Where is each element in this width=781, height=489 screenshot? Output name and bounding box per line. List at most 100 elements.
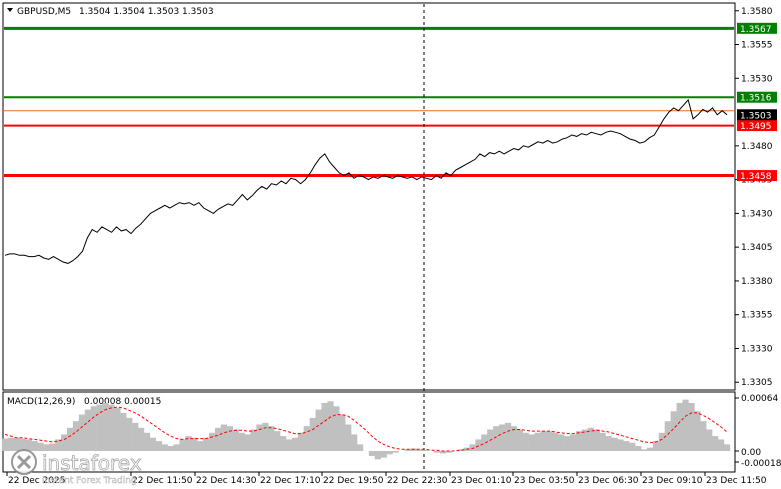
macd-bar [694, 411, 701, 451]
macd-bar [25, 439, 32, 451]
level-tags: 1.3567 1.3516 1.3495 1.3458 [737, 22, 777, 182]
macd-label: MACD(12,26,9) [7, 397, 75, 407]
price-axis: 1.35801.35551.35301.34801.34551.34301.34… [735, 7, 773, 388]
watermark-tagline: Instant Forex Trading [42, 476, 137, 486]
time-label-1: 22 Dec 11:50 [132, 476, 193, 486]
macd-bar [658, 432, 666, 451]
macd-bar [309, 417, 316, 451]
time-label-10: 23 Dec 11:50 [706, 476, 767, 486]
macd-bar [244, 434, 251, 451]
macd-bar [575, 431, 583, 451]
macd-bar [635, 446, 642, 451]
time-label-6: 23 Dec 01:10 [451, 476, 512, 486]
macd-bar [191, 437, 198, 451]
macd-bar [13, 437, 20, 451]
macd-bar [587, 427, 594, 451]
dropdown-triangle-icon[interactable] [7, 8, 13, 12]
macd-bar [552, 432, 559, 451]
macd-bar [120, 412, 127, 451]
macd-bar [629, 442, 636, 451]
macd-bar [611, 437, 618, 451]
level-tag-box-green-upper [737, 22, 777, 34]
time-label-7: 23 Dec 03:50 [514, 476, 575, 486]
macd-bar [49, 443, 56, 451]
macd-bar [108, 404, 115, 451]
macd-histogram [1, 399, 731, 460]
macd-bar [688, 402, 695, 451]
macd-bar [250, 429, 257, 451]
price-tick-label-0: 1.3580 [741, 7, 773, 17]
macd-axis-bottom: -0.00018 [741, 459, 781, 469]
macd-bar [138, 427, 145, 451]
level-tag-box-green-lower [737, 91, 777, 103]
macd-bar [132, 422, 139, 451]
macd-bar [220, 424, 228, 451]
main-plot-frame[interactable] [2, 2, 736, 391]
macd-bar [345, 424, 352, 451]
macd-bar [149, 437, 157, 451]
price-tick-label-2: 1.3530 [741, 74, 773, 84]
macd-bar [641, 449, 648, 451]
macd-bar [102, 402, 109, 451]
macd-bar [55, 439, 62, 451]
level-tag-red-lower: 1.3458 [740, 172, 772, 182]
level-tag-green-upper: 1.3567 [740, 25, 772, 35]
macd-bar [516, 429, 523, 451]
macd-bar [522, 432, 529, 451]
macd-bar [652, 441, 660, 451]
macd-bar [570, 434, 577, 451]
current-price-tag: 1.3503 [737, 109, 777, 121]
price-tick-label-9: 1.3330 [741, 344, 773, 354]
price-tick-label-8: 1.3355 [741, 311, 773, 321]
macd-bar [593, 429, 600, 451]
macd-bar [356, 444, 364, 451]
macd-bar [469, 444, 476, 451]
macd-bar [617, 439, 624, 451]
macd-bar [238, 432, 245, 451]
price-tick-label-3: 1.3480 [741, 142, 773, 152]
macd-bar [19, 438, 26, 451]
macd-bar [510, 426, 518, 451]
macd-bar [280, 436, 287, 451]
ohlc-values: 1.3504 1.3504 1.3503 1.3503 [79, 7, 214, 17]
macd-bar [291, 437, 299, 451]
macd-bar [179, 439, 186, 451]
macd-bar [315, 409, 322, 451]
macd-bar [581, 429, 589, 451]
macd-bar [670, 411, 677, 451]
symbol-label: GBPUSD,M5 [17, 7, 71, 17]
macd-bar [528, 434, 535, 451]
macd-bar [664, 421, 671, 451]
macd-bar [706, 429, 713, 451]
macd-bar [646, 447, 654, 451]
macd-bar [416, 449, 423, 451]
macd-bar [155, 441, 162, 451]
macd-bar [327, 401, 334, 451]
macd-bar [66, 427, 74, 451]
current-price-box [737, 109, 777, 121]
logo-cross-icon [16, 454, 32, 470]
macd-bar [481, 434, 488, 451]
macd-bar [333, 406, 340, 451]
macd-bar [43, 444, 50, 451]
current-price-value: 1.3503 [740, 111, 772, 121]
macd-bar [682, 399, 689, 451]
macd-bar [546, 431, 553, 451]
macd-bar [1, 438, 9, 451]
levels-layer [4, 26, 734, 178]
watermark: instaforex Instant Forex Trading [11, 449, 142, 486]
macd-bar [226, 426, 233, 451]
time-label-8: 23 Dec 06:30 [578, 476, 639, 486]
macd-bar [700, 421, 707, 451]
macd-bar [256, 424, 263, 451]
macd-values: 0.00008 0.00015 [84, 397, 161, 407]
macd-bar [173, 444, 180, 451]
macd-bar [209, 432, 216, 451]
macd-bar [274, 431, 281, 451]
macd-bar [90, 406, 97, 451]
macd-bar [457, 449, 464, 451]
macd-bar [339, 414, 346, 451]
level-tag-red-upper: 1.3495 [740, 122, 772, 132]
price-tick-label-1: 1.3555 [741, 41, 773, 51]
